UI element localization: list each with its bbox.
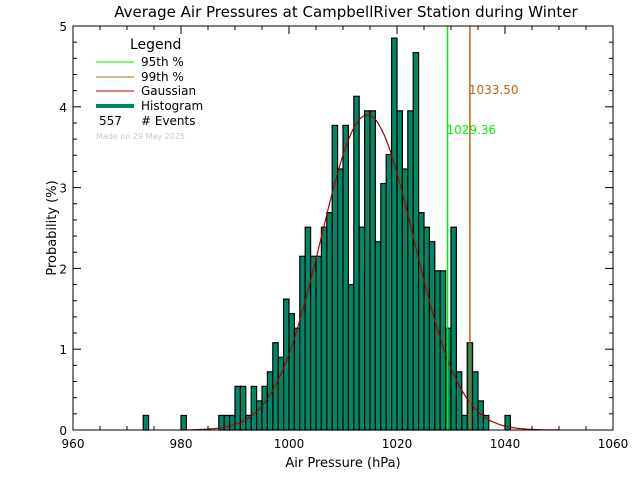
histogram-bar (472, 371, 479, 431)
legend-swatch-histogram (96, 104, 134, 108)
histogram-bar (342, 124, 350, 431)
histogram-bar (396, 110, 404, 431)
chart-title: Average Air Pressures at CampbellRiver S… (114, 3, 578, 21)
x-tick-label: 980 (170, 437, 193, 451)
histogram-bar (504, 414, 512, 431)
histogram-bar (337, 168, 344, 431)
legend-title: Legend (130, 37, 181, 53)
histogram-bar (374, 241, 382, 431)
histogram-bar (364, 110, 371, 431)
histogram-bar (261, 385, 269, 431)
x-axis-label: Air Pressure (hPa) (285, 456, 400, 471)
gaussian-curve (181, 114, 559, 431)
legend-label-95th: 95th % (141, 55, 184, 69)
histogram-bar (142, 414, 150, 431)
histogram-bar (180, 414, 188, 431)
histogram-bar (407, 110, 414, 431)
histogram-bar (250, 385, 258, 431)
events-count: 557 (99, 114, 122, 128)
histogram-bar (445, 327, 452, 431)
y-tick-label: 1 (59, 343, 67, 357)
histogram-bar (428, 241, 436, 431)
histogram-bar (434, 270, 441, 431)
x-tick-label: 1060 (598, 437, 629, 451)
histogram-bar (299, 255, 306, 431)
histogram-bar (418, 212, 425, 431)
histogram-bar (304, 226, 312, 431)
y-axis-label: Probability (%) (45, 180, 60, 275)
legend-label-gaussian: Gaussian (141, 84, 196, 98)
y-tick-label: 3 (59, 182, 67, 196)
x-tick-label: 1020 (382, 437, 413, 451)
x-tick-label: 960 (62, 437, 85, 451)
histogram-bar (423, 226, 431, 431)
histogram-bar (256, 400, 263, 431)
histogram-bar (369, 110, 377, 431)
histogram-bar (320, 226, 328, 431)
histogram-bar (288, 313, 296, 431)
histogram-bar (229, 414, 236, 431)
legend-label-histogram: Histogram (141, 99, 203, 113)
histogram-bar (293, 327, 301, 431)
made-on-note: Made on 29 May 2025 (96, 132, 185, 141)
histogram-bar (239, 385, 247, 431)
histogram-bar (401, 168, 409, 431)
percentile-label-99th: 1033.50 (469, 83, 519, 97)
histogram-bar (353, 95, 360, 431)
x-tick-label: 1040 (490, 437, 521, 451)
y-tick-label: 0 (59, 424, 67, 438)
histogram-bar (315, 255, 323, 431)
legend-label-99th: 99th % (141, 70, 184, 84)
histogram-bar (277, 356, 285, 431)
x-tick-label: 1000 (274, 437, 305, 451)
histogram-bar (326, 212, 333, 431)
histogram-bar (266, 371, 274, 431)
histogram-bar (391, 37, 398, 431)
histogram-bar (347, 283, 355, 431)
percentile-label-95th: 1029.36 (447, 123, 497, 137)
histogram-bar (358, 226, 366, 431)
histogram-bar (331, 124, 339, 431)
histogram-bar (380, 182, 387, 431)
legend: Legend 95th % 99th % Gaussian Histogram … (96, 37, 203, 141)
histogram-bar (310, 255, 317, 431)
histogram-bar (385, 153, 393, 431)
y-tick-label: 4 (59, 101, 67, 115)
y-tick-label: 2 (59, 262, 67, 276)
y-tick-label: 5 (59, 20, 67, 34)
histogram-bar (450, 226, 458, 431)
events-label: # Events (141, 114, 196, 128)
histogram-bar (223, 414, 231, 431)
histogram-bar (461, 414, 468, 431)
